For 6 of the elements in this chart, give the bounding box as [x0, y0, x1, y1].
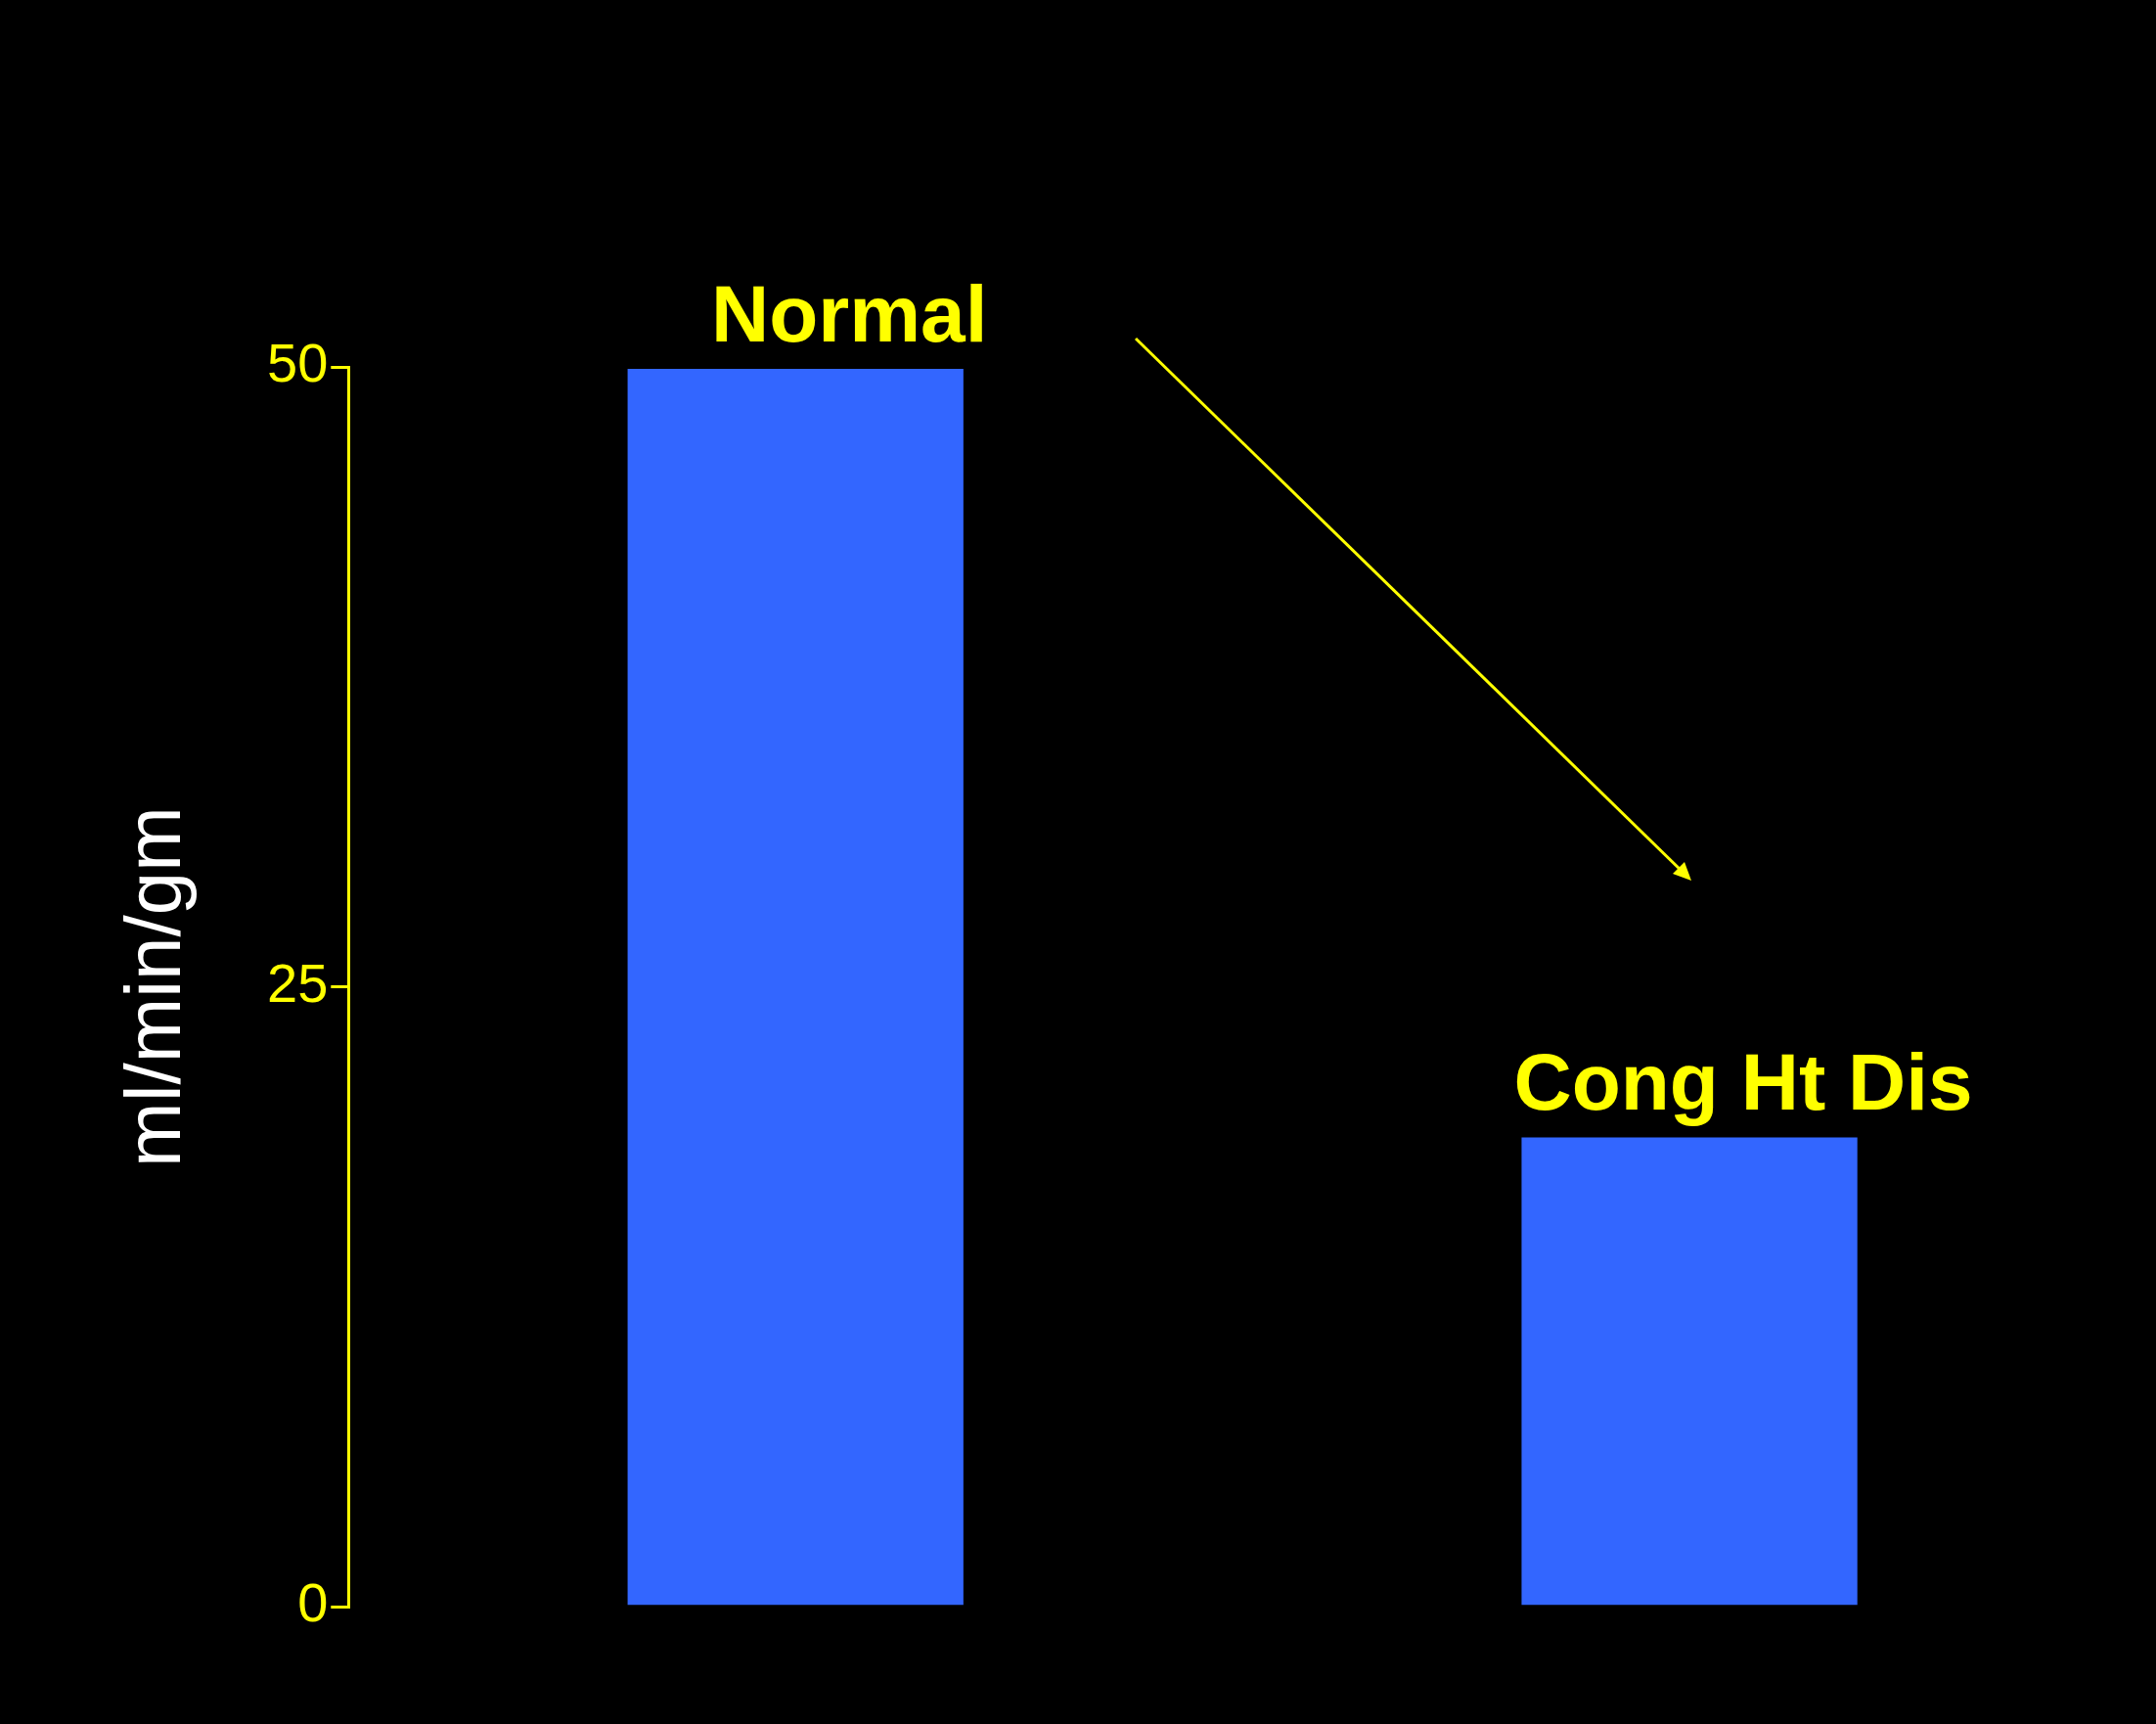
- x-tick-label: Cong Ht Dis: [1513, 1037, 1973, 1127]
- y-axis-title: ml/min/gm: [110, 806, 198, 1167]
- y-tick-label: 0: [297, 1571, 329, 1634]
- y-tick-label: 25: [266, 951, 329, 1014]
- y-tick-label: 50: [266, 332, 329, 394]
- x-tick-label: Normal: [710, 268, 988, 358]
